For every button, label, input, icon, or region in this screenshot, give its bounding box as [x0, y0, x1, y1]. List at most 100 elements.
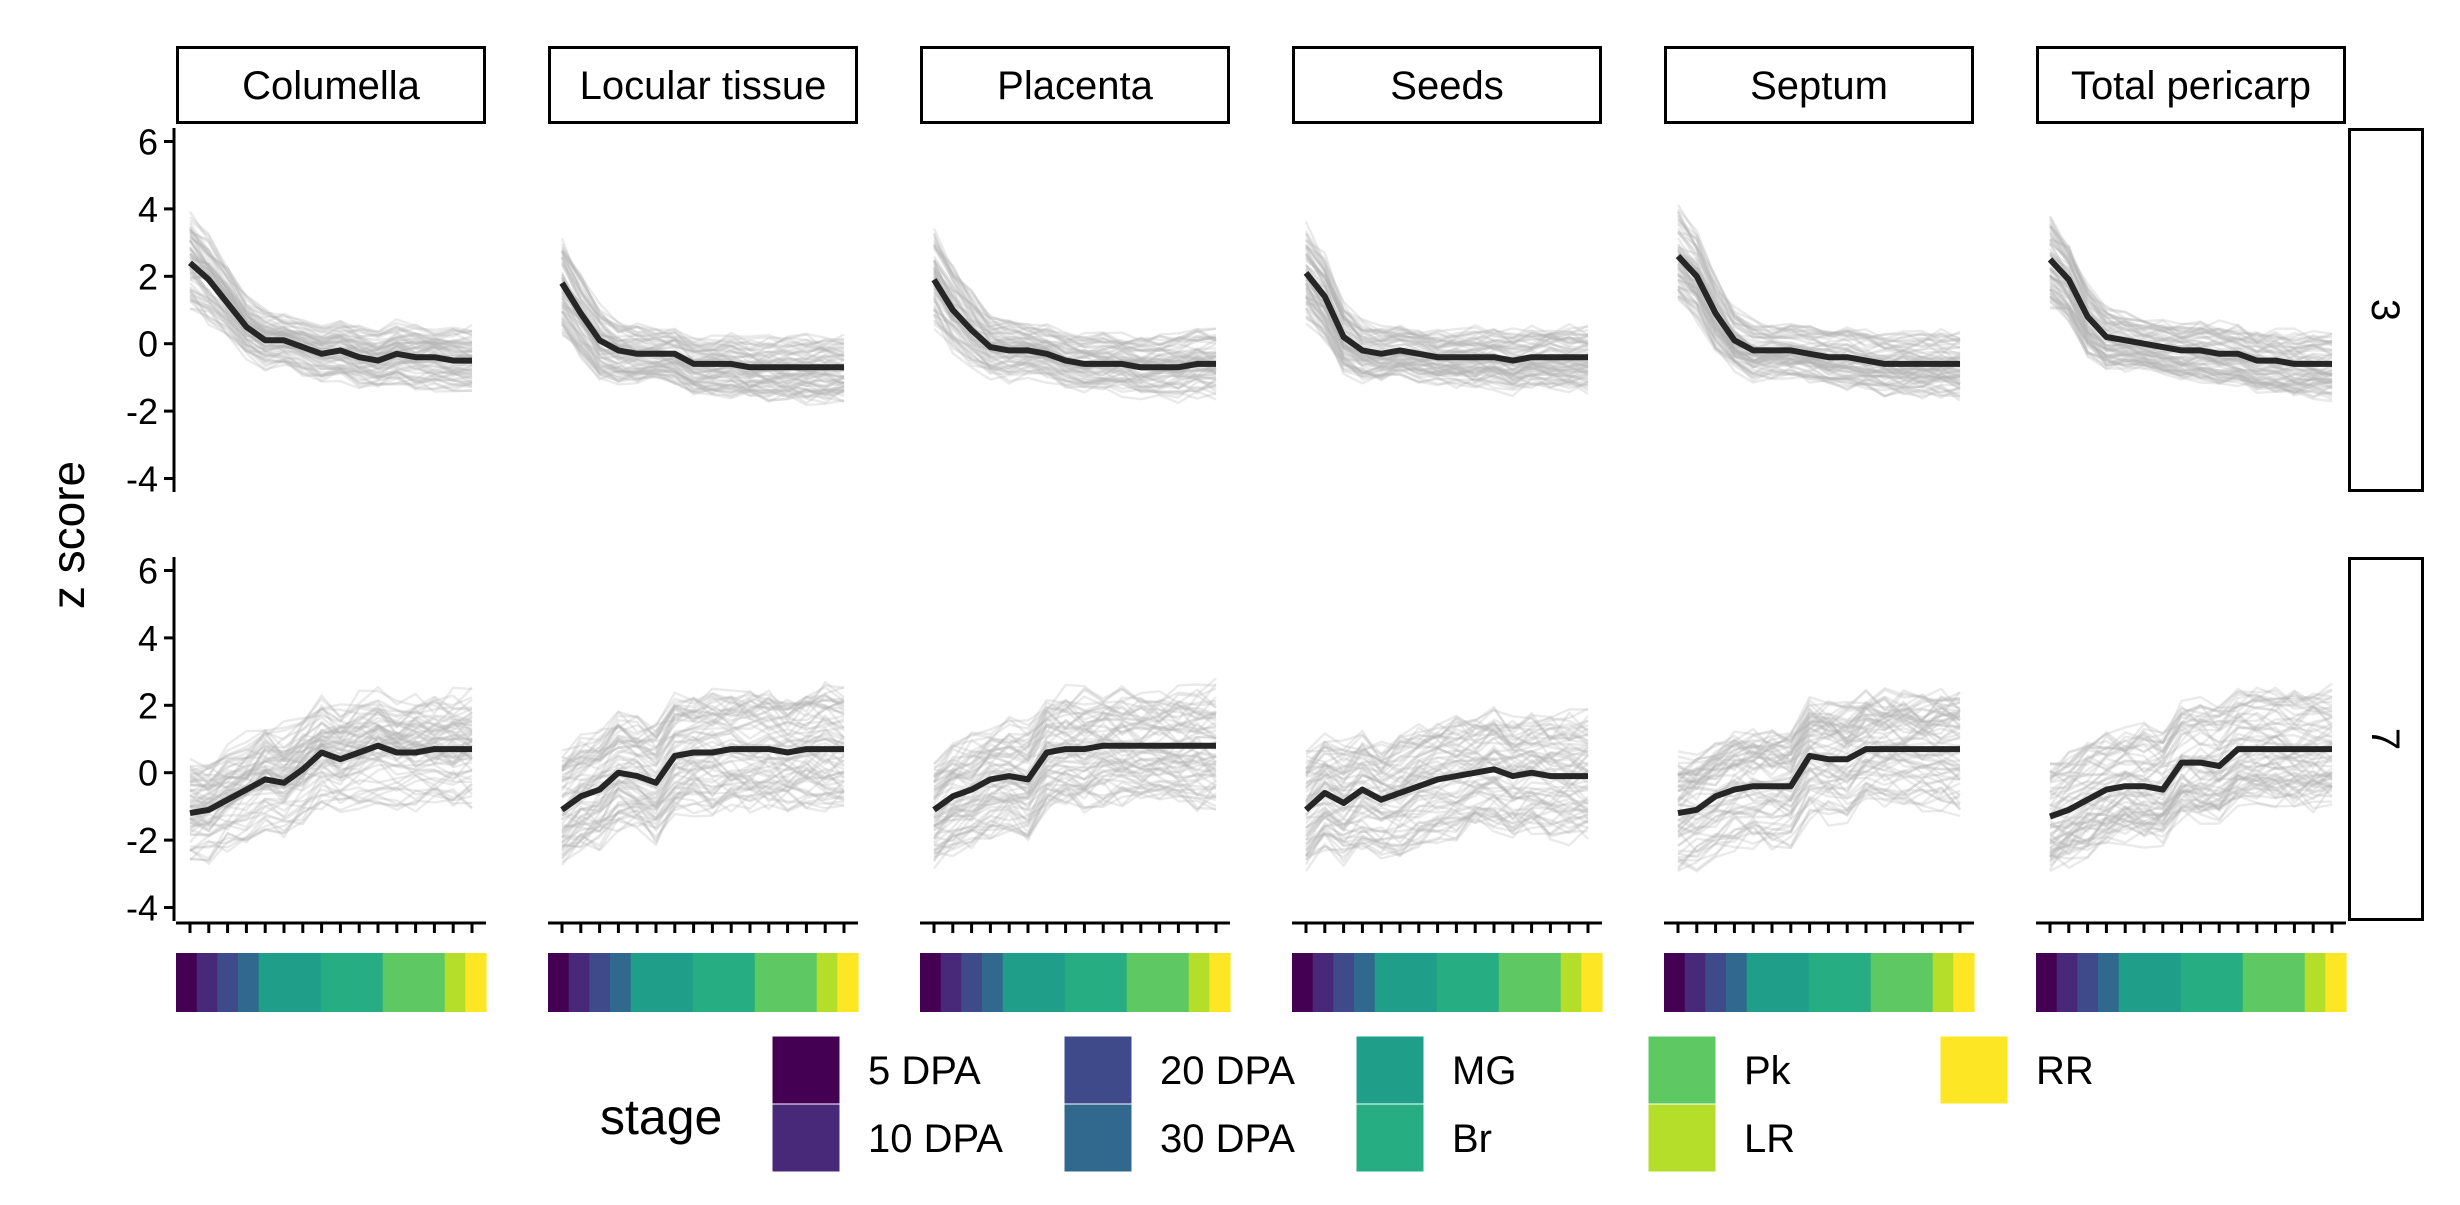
gene-line — [1304, 748, 1589, 811]
gene-line — [561, 710, 845, 781]
gene-line — [1677, 758, 1961, 832]
legend-entry-20-dpa: 20 DPA — [1063, 1035, 1295, 1105]
gene-line — [561, 285, 845, 379]
gene-line — [1677, 291, 1961, 399]
gene-line — [561, 250, 845, 354]
gene-line — [2049, 774, 2333, 856]
gene-line — [1677, 789, 1961, 872]
gene-line — [1305, 811, 1589, 872]
gene-line — [1677, 254, 1961, 364]
gene-line — [2049, 278, 2333, 387]
gene-lines — [1677, 687, 1961, 873]
gene-line — [1305, 253, 1589, 349]
stage-segment-br — [320, 953, 384, 1012]
gene-line — [933, 716, 1217, 789]
gene-line — [189, 711, 473, 791]
row-strip-7 — [2348, 557, 2424, 921]
gene-line — [1677, 294, 1961, 394]
legend-key — [1355, 1035, 1425, 1105]
stage-segment-mg — [1002, 953, 1066, 1012]
mean-line-3-locular-tissue — [559, 281, 844, 371]
gene-line — [189, 686, 473, 777]
gene-line — [933, 308, 1217, 388]
gene-line — [2048, 226, 2333, 357]
gene-line — [1304, 790, 1589, 848]
gene-line — [1305, 245, 1589, 345]
gene-line — [2049, 253, 2333, 365]
gene-line — [1677, 262, 1961, 372]
gene-line — [2048, 215, 2333, 343]
stage-segment-lr — [816, 953, 838, 1012]
mean-line-7-septum — [1677, 746, 1960, 817]
gene-line — [189, 704, 473, 779]
gene-line — [2049, 722, 2333, 807]
gene-line — [189, 724, 473, 806]
gene-line — [189, 728, 473, 815]
stage-segment-mg — [630, 953, 694, 1012]
gene-line — [1677, 691, 1961, 784]
gene-line — [1677, 701, 1961, 781]
gene-line — [933, 677, 1217, 766]
gene-line — [932, 236, 1217, 346]
y-tick-label: 6 — [138, 550, 158, 591]
gene-line — [2049, 783, 2333, 867]
gene-line — [1305, 714, 1589, 764]
stage-segment-lr — [2304, 953, 2326, 1012]
gene-line — [2049, 761, 2333, 840]
legend-entry-pk: Pk — [1647, 1035, 1792, 1105]
gene-line — [189, 698, 473, 777]
gene-line — [1677, 285, 1961, 386]
gene-line — [189, 239, 473, 353]
gene-line — [1677, 770, 1961, 853]
panel-7-total-pericarp — [2048, 682, 2333, 873]
gene-line — [2049, 232, 2333, 357]
x-axis-locular-tissue — [548, 921, 858, 933]
gene-line — [932, 280, 1217, 379]
legend-key — [771, 1035, 841, 1105]
stage-segment-rr — [1953, 953, 1975, 1012]
gene-line — [1677, 743, 1961, 827]
gene-line — [1677, 691, 1961, 777]
gene-line — [2049, 709, 2333, 796]
panel-7-placenta — [932, 677, 1217, 870]
gene-line — [561, 770, 845, 844]
gene-line — [190, 772, 473, 836]
gene-line — [1677, 696, 1961, 765]
gene-line — [561, 692, 845, 752]
gene-line — [1305, 315, 1589, 394]
gene-line — [932, 742, 1217, 828]
gene-line — [1677, 759, 1961, 839]
gene-line — [1677, 789, 1961, 871]
legend-label: Br — [1452, 1117, 1492, 1161]
gene-line — [560, 248, 845, 352]
gene-line — [561, 787, 845, 860]
gene-line — [189, 720, 473, 789]
gene-line — [1304, 232, 1589, 347]
gene-line — [2049, 283, 2333, 387]
panel-3-placenta — [931, 227, 1217, 405]
gene-line — [2049, 295, 2333, 403]
gene-line — [1676, 249, 1961, 375]
gene-line — [2049, 771, 2333, 847]
gene-line — [1677, 708, 1961, 789]
gene-line — [1305, 705, 1589, 756]
stage-segment-br — [1064, 953, 1128, 1012]
gene-line — [561, 310, 845, 399]
gene-line — [189, 247, 473, 354]
y-tick-label: 0 — [138, 753, 158, 794]
y-tick-label: -2 — [126, 391, 158, 432]
mean-line-3-placenta — [931, 278, 1216, 371]
gene-line — [2049, 682, 2333, 780]
mean-line-7-seeds — [1303, 766, 1588, 813]
gene-line — [189, 296, 473, 393]
gene-lines — [932, 677, 1217, 870]
facet-strip-locular-tissue — [548, 46, 858, 124]
gene-line — [560, 256, 845, 353]
gene-line — [561, 322, 845, 398]
gene-line — [932, 233, 1217, 348]
gene-line — [1304, 284, 1589, 372]
gene-line — [1677, 232, 1961, 356]
panel-3-seeds — [1303, 221, 1589, 398]
gene-line — [1305, 751, 1589, 802]
gene-line — [2049, 754, 2333, 845]
